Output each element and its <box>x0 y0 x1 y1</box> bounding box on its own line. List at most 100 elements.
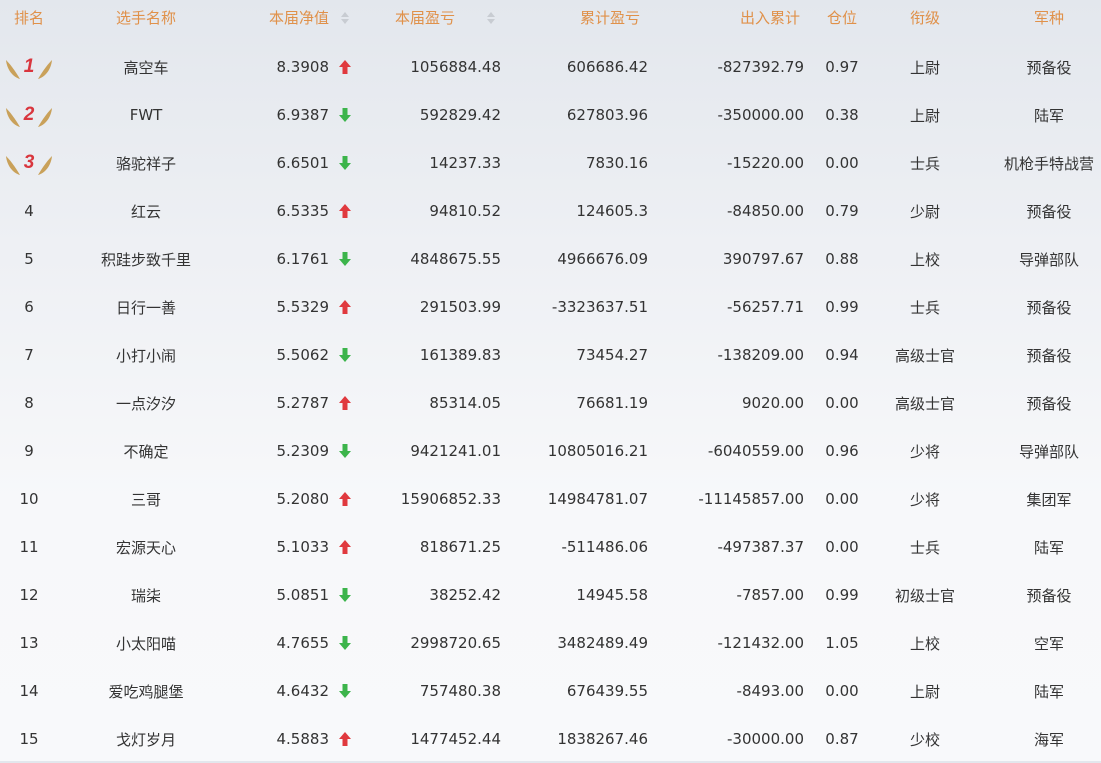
net-value: 8.3908 <box>276 58 330 76</box>
player-name[interactable]: 宏源天心 <box>115 538 176 557</box>
arrow-down-icon <box>329 443 371 459</box>
player-name[interactable]: 积跬步致千里 <box>100 250 191 269</box>
rank-cell: 8 <box>24 394 34 412</box>
net-value: 4.5883 <box>276 730 330 748</box>
period-profit: 85314.05 <box>429 394 501 412</box>
medal-number: 2 <box>23 104 35 125</box>
branch: 预备役 <box>1026 394 1072 413</box>
table-row[interactable]: 10 三哥 5.2080 15906852.33 14984781.07 -11… <box>0 475 1101 523</box>
arrow-up-icon <box>329 731 371 747</box>
medal-number: 3 <box>24 152 35 173</box>
position-ratio: 0.99 <box>825 586 859 604</box>
table-row[interactable]: 12 瑞柒 5.0851 38252.42 14945.58 -7857.00 … <box>0 571 1101 619</box>
table-row[interactable]: 9 不确定 5.2309 9421241.01 10805016.21 -604… <box>0 427 1101 475</box>
rank-title: 少尉 <box>909 202 940 221</box>
position-ratio: 0.38 <box>825 106 859 124</box>
table-header: 排名 选手名称 本届净值 本届盈亏 累计盈亏 出入累计 仓位 衔级 军种 <box>0 0 1101 35</box>
header-rank: 排名 <box>13 9 44 27</box>
player-name[interactable]: 日行一善 <box>115 298 176 317</box>
table-row[interactable]: 7 小打小闹 5.5062 161389.83 73454.27 -138209… <box>0 331 1101 379</box>
period-profit: 9421241.01 <box>410 442 501 460</box>
sort-icon[interactable] <box>329 11 371 25</box>
arrow-down-icon <box>329 251 371 267</box>
cash-flow: -84850.00 <box>727 202 804 220</box>
branch: 预备役 <box>1026 202 1072 221</box>
cumulative-profit: 14984781.07 <box>547 490 648 508</box>
player-name[interactable]: 三哥 <box>130 490 161 509</box>
arrow-up-icon <box>329 491 371 507</box>
rank-title: 上尉 <box>909 106 940 125</box>
table-row[interactable]: 6 日行一善 5.5329 291503.99 -3323637.51 -562… <box>0 283 1101 331</box>
net-value: 6.9387 <box>276 106 330 124</box>
period-profit: 4848675.55 <box>410 250 501 268</box>
period-profit: 818671.25 <box>419 538 501 556</box>
branch: 海军 <box>1033 730 1064 749</box>
rank-title: 士兵 <box>909 298 940 317</box>
table-row[interactable]: 5 积跬步致千里 6.1761 4848675.55 4966676.09 39… <box>0 235 1101 283</box>
rank-cell: 6 <box>24 298 34 316</box>
period-profit: 38252.42 <box>429 586 501 604</box>
arrow-up-icon <box>329 59 371 75</box>
table-row[interactable]: 11 宏源天心 5.1033 818671.25 -511486.06 -497… <box>0 523 1101 571</box>
arrow-down-icon <box>329 587 371 603</box>
rank-cell: 12 <box>19 586 39 604</box>
rank-title: 上尉 <box>909 682 940 701</box>
player-name[interactable]: 爱吃鸡腿堡 <box>108 682 184 701</box>
player-name[interactable]: 小打小闹 <box>115 346 176 365</box>
table-row[interactable]: 13 小太阳喵 4.7655 2998720.65 3482489.49 -12… <box>0 619 1101 667</box>
header-net-value[interactable]: 本届净值 <box>268 9 329 27</box>
net-value: 5.2080 <box>276 490 330 508</box>
branch: 空军 <box>1033 634 1064 653</box>
player-name[interactable]: 红云 <box>130 202 161 221</box>
player-name[interactable]: 瑞柒 <box>130 586 161 605</box>
cumulative-profit: 10805016.21 <box>547 442 648 460</box>
table-row[interactable]: 15 戈灯岁月 4.5883 1477452.44 1838267.46 -30… <box>0 715 1101 763</box>
rank-title: 上校 <box>909 634 940 653</box>
player-name[interactable]: 小太阳喵 <box>115 634 176 653</box>
player-name[interactable]: 高空车 <box>123 58 169 77</box>
medal-number: 1 <box>24 56 35 77</box>
player-name[interactable]: 骆驼祥子 <box>115 154 176 173</box>
table-row[interactable]: 14 爱吃鸡腿堡 4.6432 757480.38 676439.55 -849… <box>0 667 1101 715</box>
player-name[interactable]: 不确定 <box>123 442 169 461</box>
table-row[interactable]: 4 红云 6.5335 94810.52 124605.3 -84850.00 … <box>0 187 1101 235</box>
medal-icon: 1 <box>0 52 58 82</box>
net-value: 6.1761 <box>276 250 330 268</box>
header-profit[interactable]: 本届盈亏 <box>394 9 455 27</box>
cumulative-profit: -3323637.51 <box>551 298 648 316</box>
branch: 预备役 <box>1026 58 1072 77</box>
arrow-down-icon <box>329 347 371 363</box>
arrow-up-icon <box>329 203 371 219</box>
net-value: 5.2309 <box>276 442 330 460</box>
player-name[interactable]: 戈灯岁月 <box>115 730 176 749</box>
cumulative-profit: 7830.16 <box>585 154 648 172</box>
header-flow: 出入累计 <box>739 9 800 27</box>
rank-title: 初级士官 <box>894 586 955 605</box>
rank-title: 少校 <box>909 730 940 749</box>
cumulative-profit: 606686.42 <box>566 58 648 76</box>
period-profit: 161389.83 <box>419 346 501 364</box>
header-cum-profit: 累计盈亏 <box>579 9 640 27</box>
sort-icon[interactable] <box>486 10 496 29</box>
player-name[interactable]: FWT <box>129 106 163 124</box>
cash-flow: -138209.00 <box>717 346 804 364</box>
cash-flow: -350000.00 <box>717 106 804 124</box>
table-row[interactable]: 8 一点汐汐 5.2787 85314.05 76681.19 9020.00 … <box>0 379 1101 427</box>
period-profit: 1477452.44 <box>410 730 501 748</box>
position-ratio: 0.00 <box>825 490 859 508</box>
position-ratio: 1.05 <box>825 634 859 652</box>
position-ratio: 0.87 <box>825 730 859 748</box>
rank-cell: 14 <box>19 682 39 700</box>
net-value: 5.5329 <box>276 298 330 316</box>
rank-title: 士兵 <box>909 538 940 557</box>
branch: 陆军 <box>1033 682 1064 701</box>
table-row[interactable]: 2 FWT 6.9387 592829.42 627803.96 -350000… <box>0 91 1101 139</box>
rank-title: 高级士官 <box>894 394 955 413</box>
table-row[interactable]: 3 骆驼祥子 6.6501 14237.33 7830.16 -15220.00… <box>0 139 1101 187</box>
cumulative-profit: 76681.19 <box>576 394 648 412</box>
cash-flow: 390797.67 <box>722 250 804 268</box>
arrow-down-icon <box>329 683 371 699</box>
player-name[interactable]: 一点汐汐 <box>115 394 176 413</box>
branch: 导弹部队 <box>1018 442 1079 461</box>
table-row[interactable]: 1 高空车 8.3908 1056884.48 606686.42 -82739… <box>0 43 1101 91</box>
